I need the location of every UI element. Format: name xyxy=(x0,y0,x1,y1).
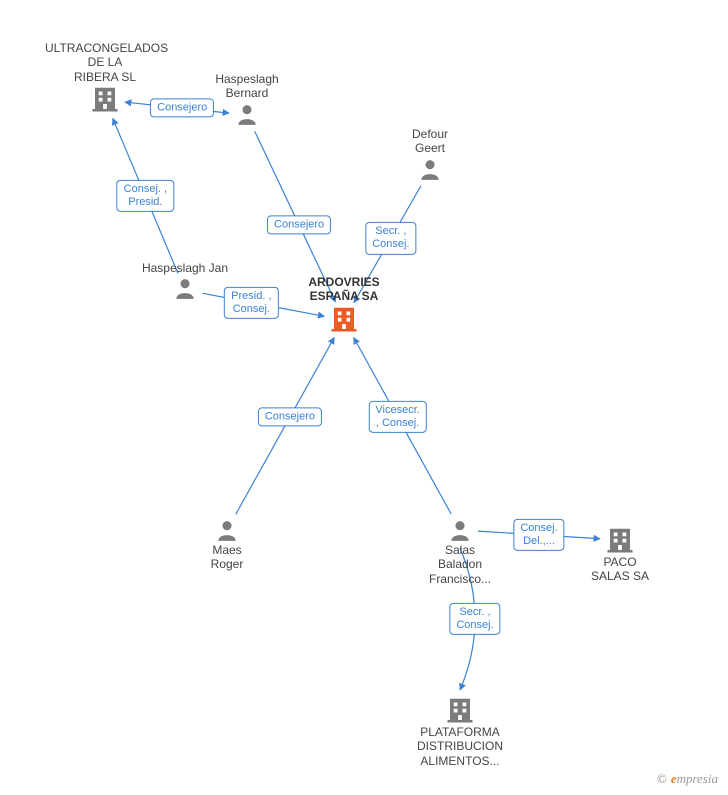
edge-label-7: Consej. Del.,... xyxy=(513,519,564,551)
brand-rest: mpresia xyxy=(677,771,718,786)
node-label-salasBaladon: Salas Baladon Francisco... xyxy=(400,543,520,586)
node-ardovries[interactable]: ARDOVRIES ESPAÑA SA xyxy=(284,275,404,334)
node-label-ardovries: ARDOVRIES ESPAÑA SA xyxy=(284,275,404,304)
node-label-plataforma: PLATAFORMA DISTRIBUCION ALIMENTOS... xyxy=(400,725,520,768)
copyright: ©empresia xyxy=(657,771,718,787)
node-ultracongelados[interactable]: ULTRACONGELADOS DE LA RIBERA SL xyxy=(45,41,165,114)
edge-label-2: Consejero xyxy=(267,216,331,235)
node-pacoSalas[interactable]: PACO SALAS SA xyxy=(560,525,680,584)
diagram-canvas: ULTRACONGELADOS DE LA RIBERA SL Haspesla… xyxy=(0,0,728,795)
node-label-maesRoger: Maes Roger xyxy=(167,543,287,572)
edge-label-4: Presid. , Consej. xyxy=(224,286,278,318)
edge-label-3: Secr. , Consej. xyxy=(365,222,416,254)
node-label-defourGeert: Defour Geert xyxy=(370,127,490,156)
edge-label-5: Consejero xyxy=(258,407,322,426)
node-label-pacoSalas: PACO SALAS SA xyxy=(560,555,680,584)
node-label-haspeslaghJan: Haspeslagh Jan xyxy=(125,261,245,275)
edge-label-8: Secr. , Consej. xyxy=(449,603,500,635)
node-defourGeert[interactable]: Defour Geert xyxy=(370,127,490,182)
node-label-haspeslaghBernard: Haspeslagh Bernard xyxy=(187,72,307,101)
node-maesRoger[interactable]: Maes Roger xyxy=(167,517,287,572)
node-salasBaladon[interactable]: Salas Baladon Francisco... xyxy=(400,517,520,586)
edge-label-6: Vicesecr. , Consej. xyxy=(368,401,426,433)
edges-layer xyxy=(0,0,728,795)
edge-label-0: Consejero xyxy=(150,99,214,118)
copyright-symbol: © xyxy=(657,771,667,786)
node-label-ultracongelados: ULTRACONGELADOS DE LA RIBERA SL xyxy=(45,41,165,84)
node-plataforma[interactable]: PLATAFORMA DISTRIBUCION ALIMENTOS... xyxy=(400,695,520,768)
edge-label-1: Consej. , Presid. xyxy=(117,180,174,212)
